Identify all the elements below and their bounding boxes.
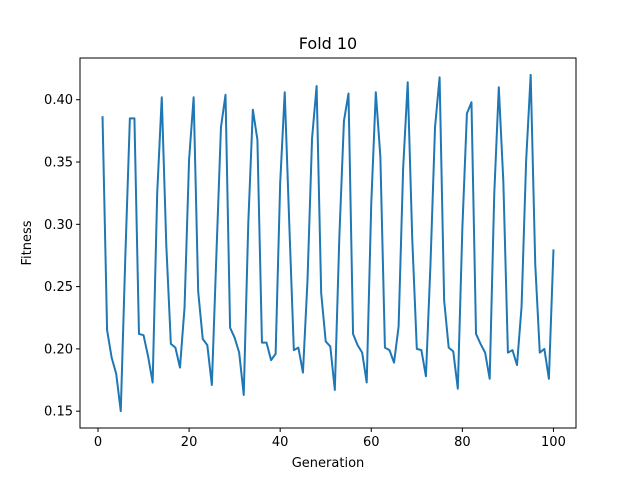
y-tick-label: 0.20 (44, 342, 73, 357)
x-tick-label: 100 (541, 435, 566, 450)
y-tick-label: 0.25 (44, 280, 73, 295)
x-tick-label: 0 (94, 435, 102, 450)
chart-title: Fold 10 (299, 34, 357, 53)
x-tick-label: 20 (181, 435, 198, 450)
plot-area (80, 58, 576, 428)
y-tick-label: 0.30 (44, 218, 73, 233)
plot-frame (79, 57, 577, 429)
y-axis-label: Fitness (20, 220, 35, 265)
series-line (101, 73, 555, 413)
x-tick-label: 60 (363, 435, 380, 450)
x-axis: 0 20 40 60 80 100 (94, 428, 566, 450)
x-tick-label: 40 (272, 435, 289, 450)
y-tick-label: 0.15 (44, 405, 73, 420)
y-axis: 0.15 0.20 0.25 0.30 0.35 0.40 (44, 93, 80, 420)
x-axis-label: Generation (292, 456, 365, 471)
y-tick-label: 0.35 (44, 156, 73, 171)
y-tick-label: 0.40 (44, 93, 73, 108)
x-tick-label: 80 (454, 435, 471, 450)
